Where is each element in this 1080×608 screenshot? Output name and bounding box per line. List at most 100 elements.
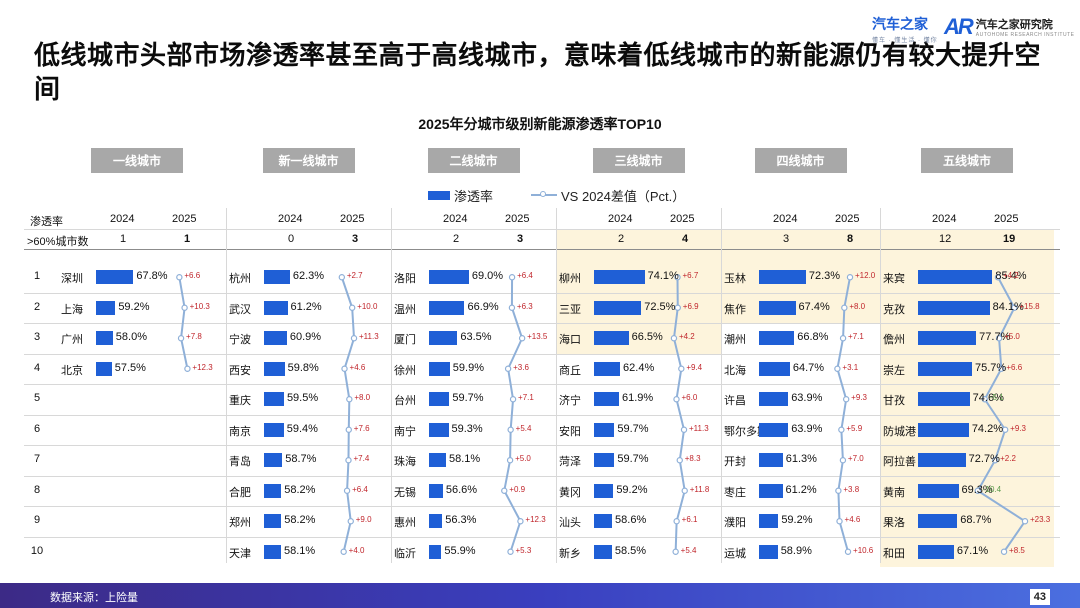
diff-label: +12.0 [855,271,876,281]
over60-count-2025: 4 [682,233,689,245]
legend-line-swatch [531,191,558,197]
penetration-value: 69.0% [471,270,504,283]
chart-legend: 渗透率 VS 2024差值（Pct.） [428,185,685,205]
diff-label: +10.6 [853,545,874,555]
row-divider [24,292,1060,294]
city-name: 菏泽 [559,456,581,469]
year-label-2024: 2024 [110,213,135,225]
penetration-bar [264,331,287,346]
penetration-bar [918,514,958,529]
diff-point [842,396,850,403]
penetration-bar [264,544,281,559]
penetration-value: 67.1% [956,544,989,557]
header-divider [24,249,1060,250]
diff-label: +11.8 [689,484,710,494]
diff-label: +23.3 [1030,515,1051,525]
penetration-bar [96,270,134,285]
year-label-2025: 2025 [835,213,860,225]
city-name: 海口 [559,334,581,347]
penetration-bar [264,483,282,498]
city-name: 甘孜 [883,395,905,408]
rank-label: 3 [33,331,41,344]
city-name: 果洛 [883,517,905,530]
legend-bar-swatch [428,190,450,200]
city-name: 重庆 [229,395,251,408]
penetration-value: 61.2% [785,483,817,496]
diff-point [345,426,352,433]
diff-label: +6.0 [681,393,698,403]
city-name: 济宁 [559,395,581,408]
penetration-value: 62.3% [292,270,325,283]
year-label-2025: 2025 [505,213,530,225]
penetration-value: 59.2% [616,483,648,496]
city-name: 深圳 [61,273,83,286]
penetration-value: 59.5% [286,392,319,405]
diff-label: +9.3 [1010,423,1026,433]
rank-label: 2 [33,300,41,313]
row-label-penetration: 渗透率 [30,216,63,228]
diff-label: +6.4 [517,271,533,281]
penetration-bar [429,361,450,376]
penetration-value: 67.4% [798,300,830,313]
diff-label: +4.0 [348,545,365,555]
penetration-bar [759,392,789,407]
over60-count-2024: 2 [618,233,625,245]
penetration-value: 64.7% [792,361,825,374]
penetration-value: 58.1% [284,544,316,557]
city-name: 枣庄 [724,486,746,499]
penetration-value: 59.2% [118,300,150,313]
penetration-bar [429,331,458,346]
city-name: 开封 [724,456,746,469]
city-name: 黄冈 [559,486,581,499]
penetration-value: 58.2% [284,483,316,496]
diff-point [835,487,842,494]
city-name: 儋州 [883,334,905,347]
penetration-value: 68.7% [960,514,992,527]
rank-label: 8 [33,483,41,496]
penetration-bar [594,483,614,498]
city-name: 玉林 [724,273,746,286]
penetration-bar [759,422,789,437]
diff-label: +5.4 [680,545,697,555]
penetration-bar [918,270,993,285]
year-label-2024: 2024 [608,213,633,225]
diff-point [678,365,685,372]
diff-label: +2.2 [1000,454,1016,464]
diff-label: +9.4 [686,362,703,372]
autohome-logo: 汽车之家 懂车 · 懂生活 · 懂你 [872,14,938,44]
over60-count-2024: 2 [453,233,460,245]
city-name: 汕头 [559,517,581,530]
diff-point [507,548,514,555]
city-name: 武汉 [229,303,251,316]
diff-label: +5.0 [1004,332,1020,342]
over60-count-2025: 3 [352,233,359,245]
diff-point [518,335,526,342]
penetration-bar [264,300,288,315]
penetration-bar [264,514,282,529]
row-divider [24,506,1060,507]
penetration-value: 59.7% [617,422,649,435]
city-name: 洛阳 [394,273,416,286]
city-name: 宁波 [229,334,251,347]
penetration-bar [759,544,778,559]
city-name: 黄南 [883,486,905,499]
penetration-value: 60.9% [289,331,322,344]
city-name: 郑州 [229,517,251,530]
year-label-2025: 2025 [340,213,365,225]
city-name: 濮阳 [724,517,746,530]
penetration-value: 59.4% [286,422,318,435]
penetration-value: 58.2% [284,514,316,527]
diff-point [673,518,680,525]
city-name: 北京 [61,364,83,377]
tier-header: 四线城市 [754,148,847,173]
diff-point [346,396,353,403]
penetration-value: 58.0% [115,331,147,344]
penetration-bar [918,331,977,346]
over60-count-2024: 0 [288,233,295,245]
diff-label: +6.6 [184,271,201,281]
city-name: 台州 [394,395,416,408]
penetration-value: 56.6% [445,483,478,496]
rank-label: 6 [33,422,41,435]
year-label-2025: 2025 [172,213,197,225]
diff-label: +8.5 [1009,545,1025,555]
